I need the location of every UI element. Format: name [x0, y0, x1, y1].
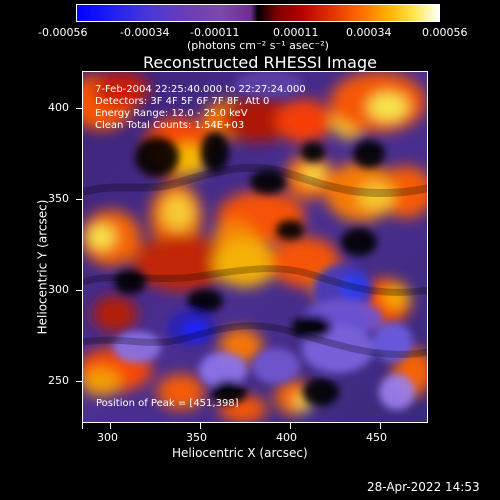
x-tick-label: 300 — [97, 431, 118, 444]
x-axis-tick — [82, 423, 83, 429]
heatmap-dark-features — [113, 72, 415, 410]
colorbar-tick-label: -0.00011 — [190, 26, 240, 39]
y-tick-label: 300 — [48, 283, 69, 296]
colorbar-tick-label: 0.00011 — [273, 26, 319, 39]
info-energy-range: Energy Range: 12.0 - 25.0 keV — [95, 108, 248, 119]
y-axis-tick — [76, 381, 82, 382]
x-axis-label: Heliocentric X (arcsec) — [172, 446, 308, 460]
image-plot — [82, 71, 428, 423]
y-axis-tick — [76, 290, 82, 291]
x-axis-tick — [290, 423, 291, 429]
y-axis-label: Heliocentric Y (arcsec) — [35, 199, 50, 335]
y-tick-label: 400 — [48, 101, 69, 114]
texture-overlay — [83, 163, 427, 358]
x-tick-label: 450 — [366, 431, 387, 444]
y-axis-tick — [76, 108, 82, 109]
x-axis-tick — [380, 423, 381, 429]
x-tick-label: 400 — [276, 431, 297, 444]
y-tick-label: 250 — [48, 374, 69, 387]
colorbar-tick-label: 0.00034 — [346, 26, 392, 39]
colorbar-tick-label: -0.00056 — [38, 26, 88, 39]
heatmap-image — [83, 72, 427, 422]
info-detectors: Detectors: 3F 4F 5F 6F 7F 8F, Att 0 — [95, 96, 270, 107]
colorbar-unit-label: (photons cm⁻² s⁻¹ asec⁻²) — [187, 39, 329, 52]
image-title: Reconstructed RHESSI Image — [143, 53, 377, 72]
x-tick-label: 350 — [186, 431, 207, 444]
colorbar — [76, 4, 440, 22]
info-time-range: 7-Feb-2004 22:25:40.000 to 22:27:24.000 — [95, 84, 306, 95]
peak-position-text: Position of Peak = [451,398] — [96, 398, 239, 409]
y-tick-label: 350 — [48, 192, 69, 205]
timestamp: 28-Apr-2022 14:53 — [367, 480, 480, 494]
x-axis-tick — [110, 423, 111, 429]
colorbar-tick-label: 0.00056 — [422, 26, 468, 39]
y-axis-tick — [76, 199, 82, 200]
info-clean-counts: Clean Total Counts: 1.54E+03 — [95, 120, 245, 131]
x-axis-tick — [200, 423, 201, 429]
colorbar-tick-label: -0.00034 — [120, 26, 170, 39]
heatmap-blobs — [83, 72, 427, 422]
